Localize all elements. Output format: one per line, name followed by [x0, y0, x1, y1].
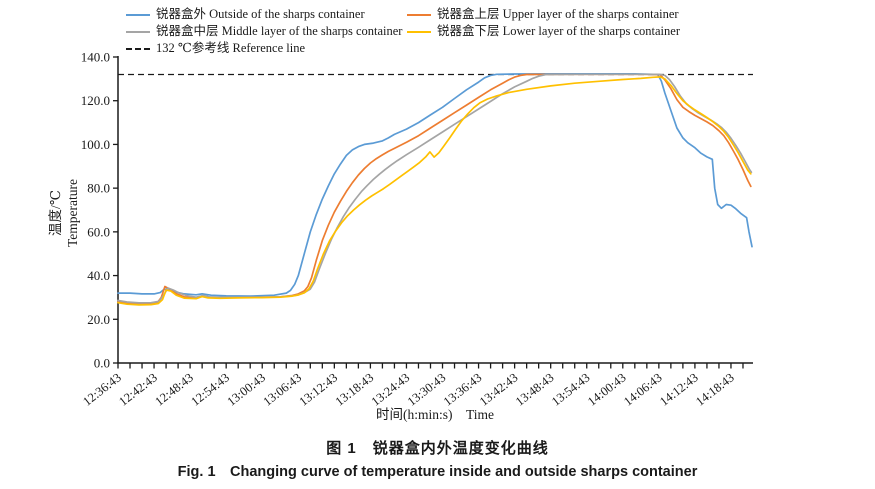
middle-swatch-icon	[126, 30, 150, 33]
figure-caption-zh: 图 1 锐器盒内外温度变化曲线	[326, 440, 549, 457]
outside-swatch-icon	[126, 13, 150, 16]
temperature-line-chart: 0.020.040.060.080.0100.0120.0140.012:36:…	[80, 50, 753, 409]
y-axis-title: 温度/℃ Temperature	[48, 128, 82, 298]
lower-swatch-icon	[407, 30, 431, 33]
y-axis-title-zh: 温度/℃	[48, 190, 63, 236]
x-axis-title: 时间(h:min:s) Time	[375, 407, 494, 422]
series-line-lower	[117, 76, 752, 306]
y-tick-label: 40.0	[87, 268, 110, 283]
series-line-middle	[117, 73, 753, 304]
legend-item-middle: 锐器盒中层 Middle layer of the sharps contain…	[126, 23, 407, 40]
figure-caption-en: Fig. 1 Changing curve of temperature ins…	[177, 464, 698, 480]
upper-swatch-icon	[407, 13, 431, 16]
y-tick-label: 80.0	[87, 181, 110, 196]
legend-row: 锐器盒中层 Middle layer of the sharps contain…	[126, 23, 680, 40]
y-tick-label: 120.0	[81, 93, 110, 108]
y-tick-label: 60.0	[87, 224, 110, 239]
reference-line-swatch-icon	[126, 47, 150, 50]
legend-label: 锐器盒下层 Lower layer of the sharps containe…	[437, 24, 680, 38]
legend-item-upper: 锐器盒上层 Upper layer of the sharps containe…	[407, 6, 679, 23]
series-line-upper	[117, 73, 752, 305]
y-tick-label: 140.0	[81, 50, 110, 65]
series-line-outside	[117, 72, 753, 297]
legend-label: 132 ℃参考线 Reference line	[156, 41, 306, 55]
y-tick-label: 0.0	[94, 356, 110, 371]
legend-item-outside: 锐器盒外 Outside of the sharps container	[126, 6, 407, 23]
legend-label: 锐器盒外 Outside of the sharps container	[156, 7, 365, 21]
y-tick-label: 100.0	[81, 137, 110, 152]
legend-row: 132 ℃参考线 Reference line	[126, 40, 680, 57]
chart-legend: 锐器盒外 Outside of the sharps container 锐器盒上…	[126, 6, 680, 57]
legend-label: 锐器盒中层 Middle layer of the sharps contain…	[156, 24, 403, 38]
legend-item-reference: 132 ℃参考线 Reference line	[126, 40, 305, 57]
y-tick-label: 20.0	[87, 312, 110, 327]
legend-label: 锐器盒上层 Upper layer of the sharps containe…	[437, 7, 679, 21]
legend-row: 锐器盒外 Outside of the sharps container 锐器盒上…	[126, 6, 680, 23]
legend-item-lower: 锐器盒下层 Lower layer of the sharps containe…	[407, 23, 680, 40]
y-axis-title-en: Temperature	[64, 179, 80, 248]
